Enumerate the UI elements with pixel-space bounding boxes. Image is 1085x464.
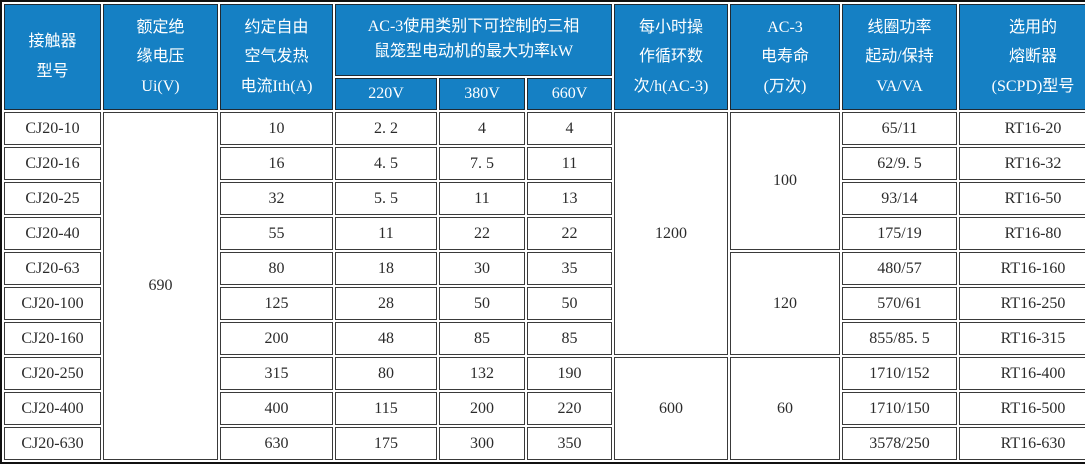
cell-ith: 315 <box>220 357 333 390</box>
header-coil-power: 线圈功率 起动/保持 VA/VA <box>842 4 957 110</box>
cell-660v: 190 <box>527 357 612 390</box>
header-cycles-per-hour: 每小时操 作循环数 次/h(AC-3) <box>614 4 728 110</box>
cell-660v: 11 <box>527 147 612 180</box>
cell-model: CJ20-250 <box>4 357 101 390</box>
table-row: CJ20-10 690 10 2. 2 4 4 1200 100 65/11 R… <box>4 112 1085 460</box>
cell-fuse: RT16-80 <box>959 217 1085 250</box>
header-220v: 220V <box>335 78 437 110</box>
cell-380v: 300 <box>439 427 525 460</box>
cell-ith: 125 <box>220 287 333 320</box>
cell-660v: 50 <box>527 287 612 320</box>
cell-coil: 1710/150 <box>842 392 957 425</box>
cell-220v: 4. 5 <box>335 147 437 180</box>
cell-660v: 350 <box>527 427 612 460</box>
cell-coil: 570/61 <box>842 287 957 320</box>
cell-380v: 22 <box>439 217 525 250</box>
cell-ith: 630 <box>220 427 333 460</box>
cell-380v: 7. 5 <box>439 147 525 180</box>
cell-220v: 28 <box>335 287 437 320</box>
cell-model: CJ20-10 <box>4 112 101 145</box>
cell-model: CJ20-160 <box>4 322 101 355</box>
cell-660v: 22 <box>527 217 612 250</box>
cell-660v: 4 <box>527 112 612 145</box>
cell-life-merged: 60 <box>730 357 840 460</box>
cell-ith: 55 <box>220 217 333 250</box>
cell-380v: 200 <box>439 392 525 425</box>
cell-220v: 2. 2 <box>335 112 437 145</box>
cell-coil: 175/19 <box>842 217 957 250</box>
cell-380v: 30 <box>439 252 525 285</box>
table-row: CJ20-63 80 18 30 35 120 480/57 RT16-160 <box>4 252 1085 355</box>
cell-380v: 85 <box>439 322 525 355</box>
header-380v: 380V <box>439 78 525 110</box>
cell-fuse: RT16-500 <box>959 392 1085 425</box>
cell-ith: 80 <box>220 252 333 285</box>
cell-660v: 13 <box>527 182 612 215</box>
cell-ui-merged: 690 <box>103 112 218 460</box>
cell-coil: 1710/152 <box>842 357 957 390</box>
cell-model: CJ20-100 <box>4 287 101 320</box>
cell-coil: 93/14 <box>842 182 957 215</box>
cell-fuse: RT16-400 <box>959 357 1085 390</box>
cell-660v: 35 <box>527 252 612 285</box>
cell-220v: 18 <box>335 252 437 285</box>
cell-coil: 480/57 <box>842 252 957 285</box>
table-row: CJ20-100 125 28 50 50 570/61 RT16-250 <box>4 287 1085 320</box>
table-row: CJ20-160 200 48 85 85 855/85. 5 RT16-315 <box>4 322 1085 355</box>
cell-model: CJ20-16 <box>4 147 101 180</box>
cell-coil: 62/9. 5 <box>842 147 957 180</box>
header-ui-voltage: 额定绝 缘电压 Ui(V) <box>103 4 218 110</box>
cell-ith: 400 <box>220 392 333 425</box>
cell-ith: 32 <box>220 182 333 215</box>
cell-220v: 5. 5 <box>335 182 437 215</box>
cell-fuse: RT16-50 <box>959 182 1085 215</box>
cell-380v: 4 <box>439 112 525 145</box>
header-fuse-type: 选用的 熔断器 (SCPD)型号 <box>959 4 1085 110</box>
cell-life-merged: 120 <box>730 252 840 355</box>
cell-coil: 3578/250 <box>842 427 957 460</box>
cell-ith: 16 <box>220 147 333 180</box>
cell-220v: 115 <box>335 392 437 425</box>
cell-660v: 85 <box>527 322 612 355</box>
cell-fuse: RT16-20 <box>959 112 1085 145</box>
cell-220v: 175 <box>335 427 437 460</box>
cell-model: CJ20-630 <box>4 427 101 460</box>
cell-fuse: RT16-160 <box>959 252 1085 285</box>
cell-model: CJ20-400 <box>4 392 101 425</box>
table-row: CJ20-250 315 80 132 190 600 60 1710/152 … <box>4 357 1085 460</box>
table-row: CJ20-400 400 115 200 220 1710/150 RT16-5… <box>4 392 1085 425</box>
cell-model: CJ20-40 <box>4 217 101 250</box>
cell-fuse: RT16-630 <box>959 427 1085 460</box>
header-electrical-life: AC-3 电寿命 (万次) <box>730 4 840 110</box>
cell-220v: 11 <box>335 217 437 250</box>
header-ith-current: 约定自由 空气发热 电流Ith(A) <box>220 4 333 110</box>
cell-coil: 65/11 <box>842 112 957 145</box>
header-ac3-power-group: AC-3使用类别下可控制的三相 鼠笼型电动机的最大功率kW <box>335 4 612 76</box>
cell-fuse: RT16-315 <box>959 322 1085 355</box>
table-row: CJ20-25 32 5. 5 11 13 93/14 RT16-50 <box>4 182 1085 215</box>
table-row: CJ20-40 55 11 22 22 175/19 RT16-80 <box>4 217 1085 250</box>
cell-fuse: RT16-250 <box>959 287 1085 320</box>
cell-220v: 80 <box>335 357 437 390</box>
cell-cycles-merged: 600 <box>614 357 728 460</box>
cell-life-merged: 100 <box>730 112 840 250</box>
cell-380v: 11 <box>439 182 525 215</box>
header-660v: 660V <box>527 78 612 110</box>
cell-ith: 200 <box>220 322 333 355</box>
cell-220v: 48 <box>335 322 437 355</box>
header-model: 接触器 型号 <box>4 4 101 110</box>
cell-ith: 10 <box>220 112 333 145</box>
cell-cycles-merged: 1200 <box>614 112 728 355</box>
cell-380v: 50 <box>439 287 525 320</box>
cell-fuse: RT16-32 <box>959 147 1085 180</box>
cell-coil: 855/85. 5 <box>842 322 957 355</box>
cell-model: CJ20-25 <box>4 182 101 215</box>
table-row: CJ20-16 16 4. 5 7. 5 11 62/9. 5 RT16-32 <box>4 147 1085 180</box>
cell-model: CJ20-63 <box>4 252 101 285</box>
cell-380v: 132 <box>439 357 525 390</box>
cell-660v: 220 <box>527 392 612 425</box>
